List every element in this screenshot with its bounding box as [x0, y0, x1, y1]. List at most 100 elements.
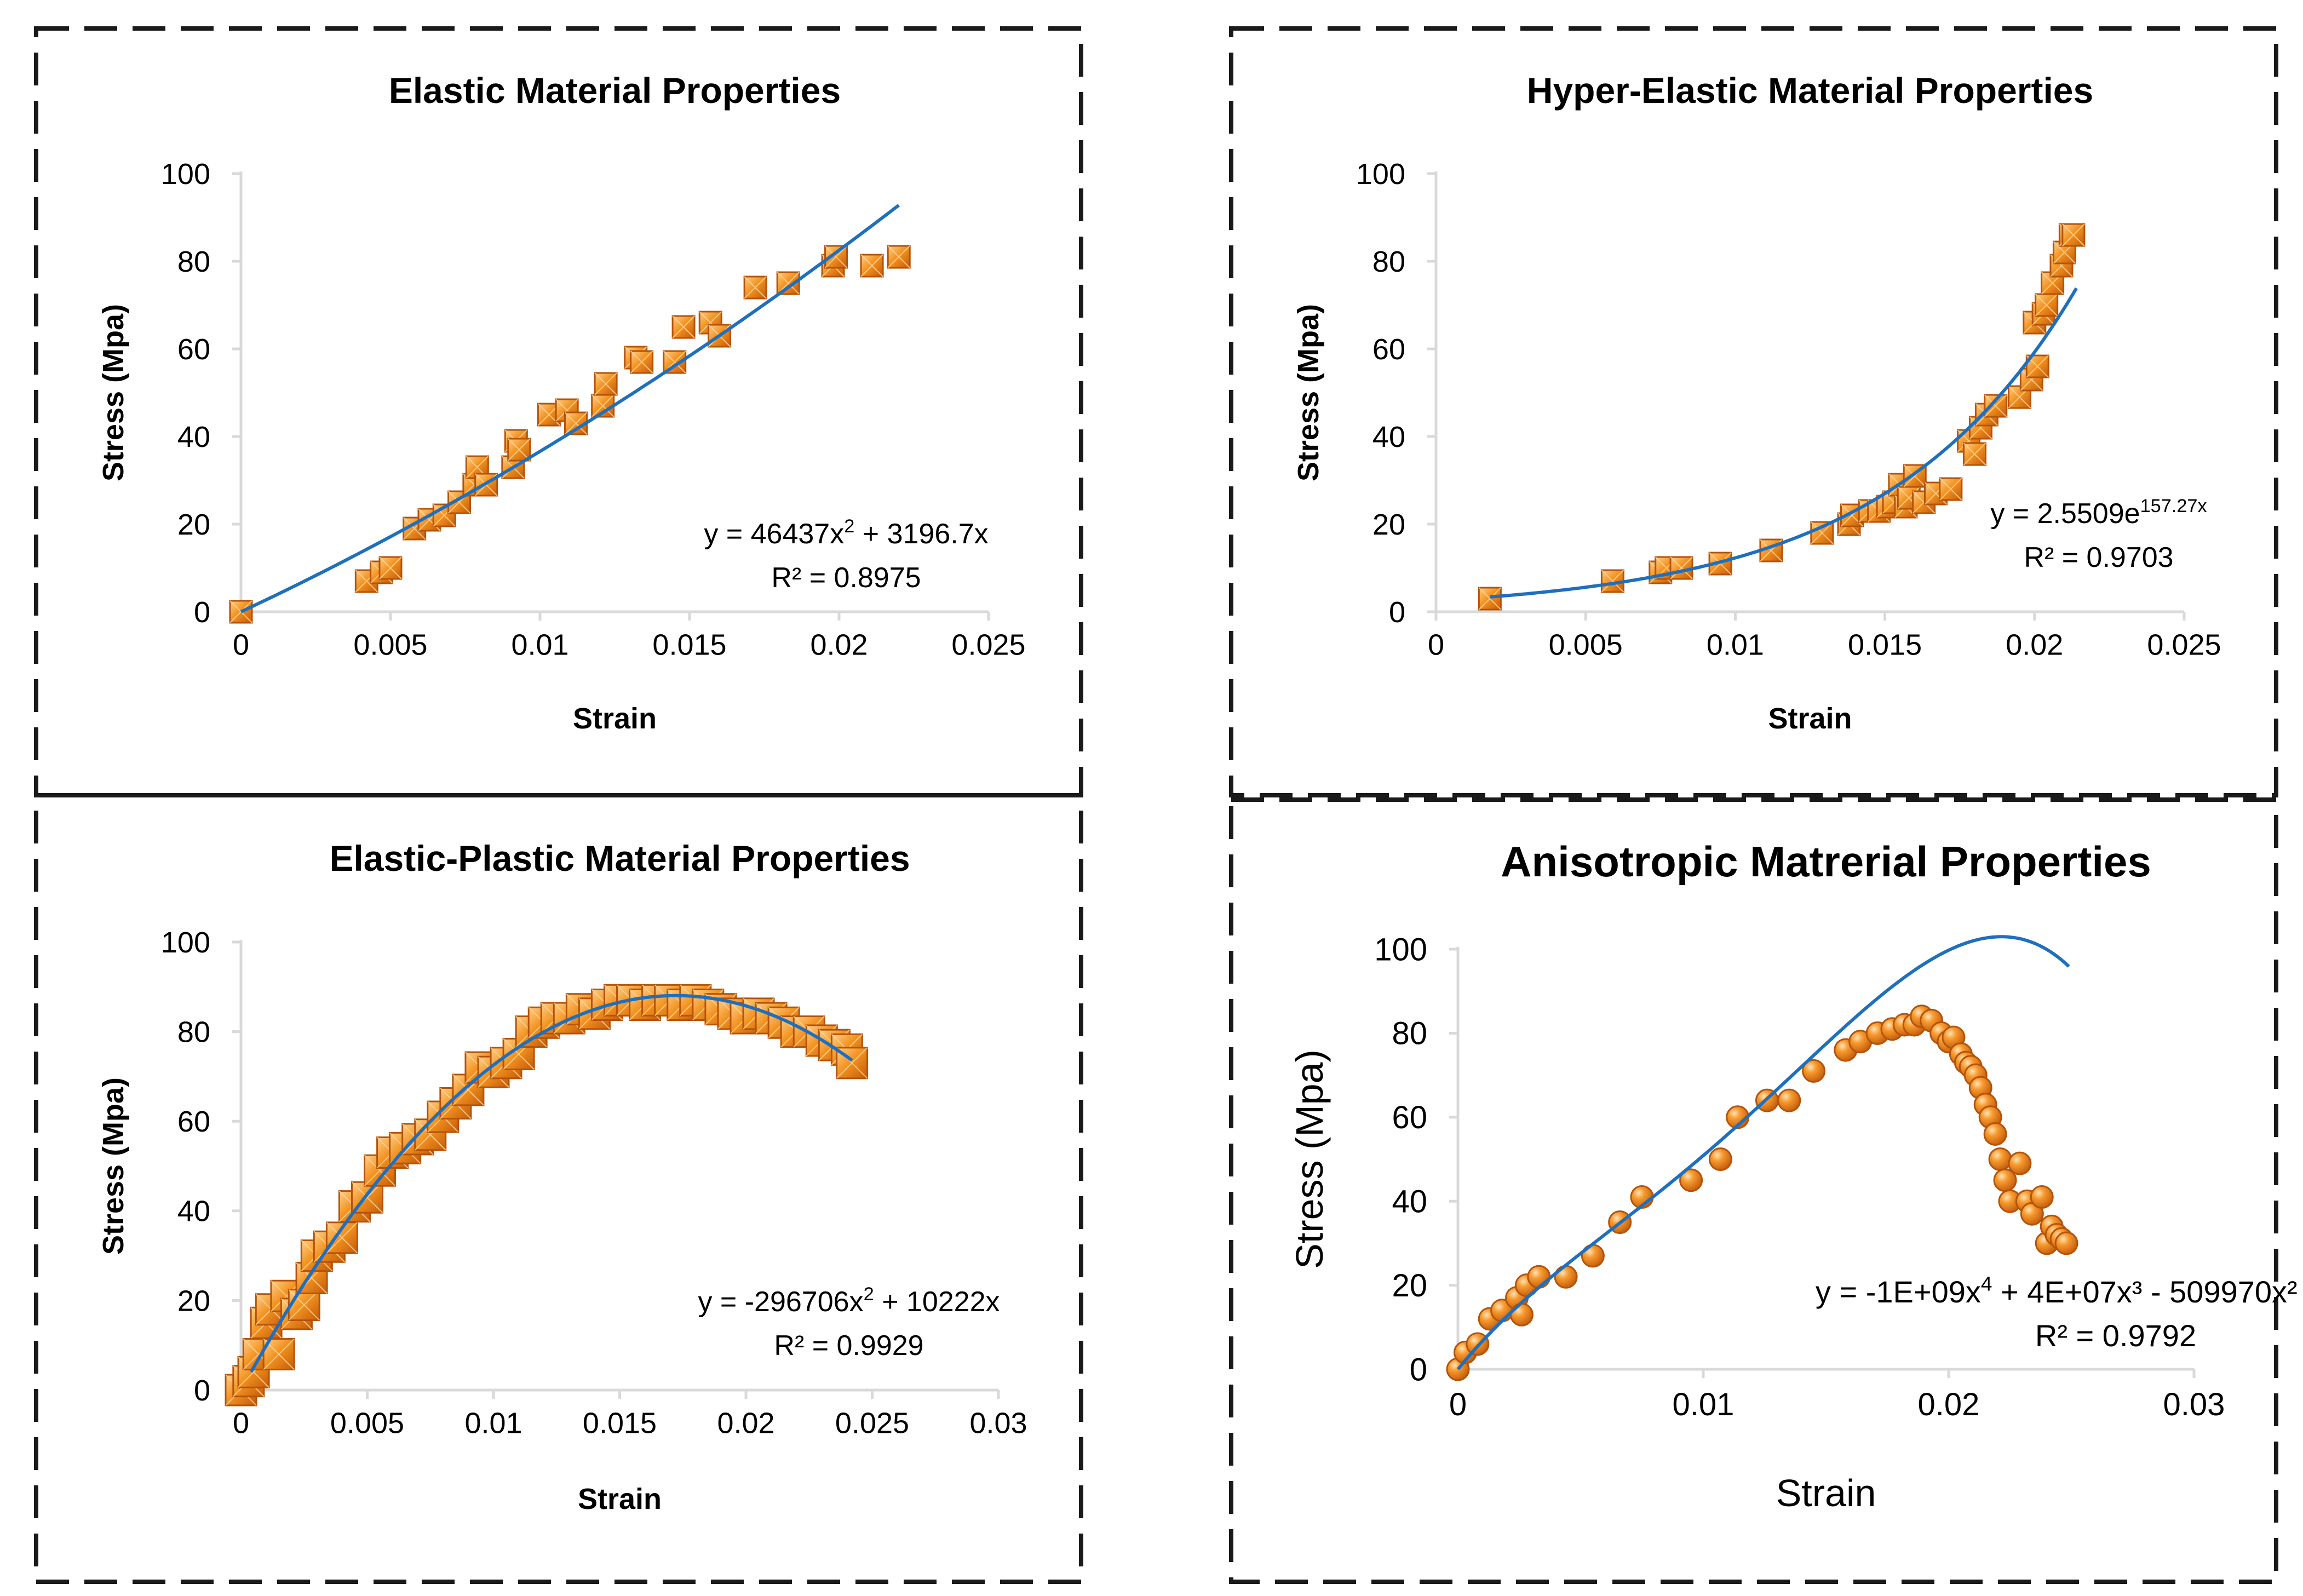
x-tick-label: 0.005 — [1549, 628, 1623, 661]
x-tick-label: 0 — [233, 628, 249, 661]
frame-elastic — [34, 26, 1083, 797]
trendline-equation: y = 46437x2 + 3196.7x — [704, 516, 988, 550]
data-point — [2030, 1185, 2054, 1209]
y-tick-label: 100 — [1356, 158, 1405, 191]
x-tick-label: 0.01 — [464, 1406, 522, 1439]
y-axis-label: Stress (Mpa) — [1288, 1049, 1331, 1269]
data-point — [594, 372, 618, 396]
data-point — [1983, 1122, 2007, 1146]
trendline-equation: y = -296706x2 + 10222x — [698, 1284, 1000, 1318]
y-tick-label: 80 — [1392, 1016, 1427, 1052]
data-series — [1478, 223, 2086, 611]
x-tick-label: 0.005 — [330, 1406, 404, 1439]
equation-main: y = 46437x — [704, 518, 844, 550]
x-tick-label: 0.005 — [353, 628, 427, 661]
x-tick-label: 0 — [233, 1406, 249, 1439]
data-series — [225, 984, 869, 1406]
x-tick-label: 0.025 — [2147, 628, 2221, 661]
equation-tail: + 3196.7x — [854, 518, 988, 550]
y-tick-label: 60 — [1372, 333, 1405, 366]
data-point — [507, 438, 531, 462]
x-tick-label: 0.02 — [1918, 1387, 1980, 1422]
equation-main: y = -296706x — [698, 1286, 863, 1318]
trendline — [249, 994, 853, 1373]
y-tick-label: 0 — [1389, 596, 1405, 629]
r-squared-label: R² = 0.8975 — [771, 562, 921, 594]
data-point — [860, 254, 884, 278]
y-tick-label: 100 — [161, 158, 210, 191]
data-point — [671, 315, 696, 339]
y-tick-label: 60 — [1392, 1100, 1427, 1135]
data-point — [887, 245, 911, 269]
y-tick-label: 100 — [161, 926, 210, 959]
y-tick-label: 80 — [1372, 245, 1405, 278]
trendline — [240, 204, 900, 613]
data-point — [1527, 1265, 1551, 1289]
equation-main: y = 2.5509e — [1990, 498, 2140, 530]
data-point — [288, 1289, 320, 1322]
x-tick-label: 0.015 — [1848, 628, 1922, 661]
trendline-equation: y = 2.5509e157.27x — [1990, 496, 2207, 530]
data-point — [1478, 587, 1502, 611]
panel-frames — [34, 26, 2278, 1584]
frame-elastoplastic — [34, 793, 1083, 1584]
x-tick-label: 0.01 — [1673, 1387, 1735, 1422]
data-point — [1963, 442, 1987, 466]
data-point — [1939, 477, 1963, 501]
chart-anisotropic: Anisotropic Matrerial Properties 0 0.01 0.0… — [1288, 837, 2303, 1514]
y-tick-label: 20 — [177, 1284, 210, 1317]
x-tick-label: 0.01 — [511, 628, 568, 661]
data-series — [229, 245, 911, 624]
data-point — [1708, 1147, 1732, 1171]
y-tick-label: 20 — [1392, 1268, 1427, 1304]
x-tick-label: 0.015 — [583, 1406, 657, 1439]
r-squared-label: R² = 0.9792 — [2035, 1318, 2196, 1353]
x-axis-label: Strain — [1776, 1472, 1876, 1514]
y-tick-label: 40 — [177, 421, 210, 453]
chart-title: Elastic Material Properties — [389, 70, 841, 111]
x-axis-label: Strain — [1768, 702, 1852, 735]
y-tick-label: 60 — [177, 333, 210, 366]
data-point — [351, 1181, 383, 1214]
data-point — [1509, 1302, 1534, 1327]
y-tick-label: 20 — [1372, 508, 1405, 541]
trendline-equation: y = -1E+09x4 + 4E+07x³ - 509970x² + 7187… — [1816, 1273, 2303, 1309]
x-tick-label: 0.025 — [951, 628, 1025, 661]
frame-hyper — [1229, 26, 2278, 797]
data-point — [1554, 1265, 1578, 1289]
data-point — [630, 350, 654, 374]
y-tick-label: 60 — [177, 1105, 210, 1138]
r-squared-label: R² = 0.9929 — [774, 1330, 923, 1362]
data-point — [1679, 1168, 1703, 1192]
y-tick-label: 20 — [177, 508, 210, 541]
x-tick-label: 0.025 — [835, 1406, 909, 1439]
data-point — [2054, 1231, 2078, 1255]
data-point — [1802, 1059, 1826, 1083]
trendline — [1456, 935, 2070, 1370]
y-tick-label: 40 — [1392, 1184, 1427, 1220]
equation-tail: + 10222x — [874, 1286, 1000, 1318]
equation-main: y = -1E+09x — [1816, 1274, 1981, 1309]
y-tick-label: 80 — [177, 245, 210, 278]
x-tick-label: 0.015 — [652, 628, 726, 661]
y-tick-label: 40 — [177, 1195, 210, 1228]
data-point — [824, 245, 848, 269]
x-tick-label: 0.02 — [2006, 628, 2063, 661]
data-point — [2007, 385, 2031, 409]
x-axis-label: Strain — [573, 702, 657, 735]
chart-elastic: Elastic Material Properties 0 0.005 0.01 0.0… — [97, 70, 1026, 735]
y-tick-label: 0 — [194, 596, 210, 629]
data-point — [2061, 223, 2086, 247]
equation-exponent: 2 — [844, 516, 854, 537]
x-tick-label: 0 — [1428, 628, 1444, 661]
frame-anisotropic — [1229, 797, 2278, 1584]
data-point — [2035, 293, 2059, 317]
data-series — [1446, 1004, 2078, 1381]
data-point — [1988, 1147, 2012, 1171]
data-point — [378, 556, 403, 580]
x-axis-label: Strain — [578, 1483, 662, 1515]
equation-tail: + 4E+07x³ - 509970x² + 7187x — [1992, 1274, 2303, 1309]
r-squared-label: R² = 0.9703 — [2024, 542, 2173, 573]
x-tick-label: 0.03 — [969, 1406, 1027, 1439]
